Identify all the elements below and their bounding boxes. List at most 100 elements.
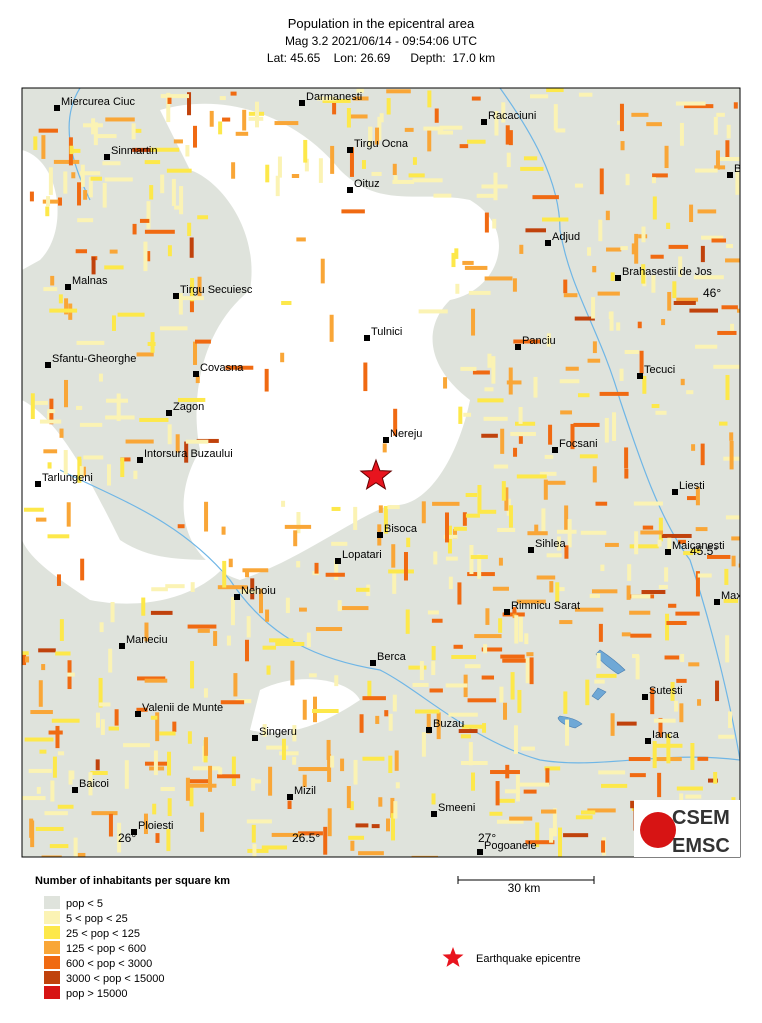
population-cell xyxy=(651,275,656,293)
population-cell xyxy=(412,682,429,687)
population-cell xyxy=(546,88,564,93)
population-cell xyxy=(386,89,411,94)
population-cell xyxy=(353,506,358,530)
population-cell xyxy=(105,415,135,420)
population-cell xyxy=(266,745,289,750)
population-cell xyxy=(587,358,601,363)
population-cell xyxy=(464,664,481,669)
population-cell xyxy=(674,700,679,712)
population-cell xyxy=(419,661,424,681)
unpopulated-area xyxy=(22,400,230,604)
population-cell xyxy=(591,297,596,319)
city-label: Ploiesti xyxy=(138,820,173,832)
population-cell xyxy=(676,678,687,683)
population-cell xyxy=(49,844,69,849)
city-marker xyxy=(528,547,534,553)
population-cell xyxy=(559,620,573,625)
population-cell xyxy=(38,648,56,653)
population-cell xyxy=(308,673,317,678)
legend-title: Number of inhabitants per square km xyxy=(35,875,230,887)
population-cell xyxy=(518,612,523,642)
legend-label: 25 < pop < 125 xyxy=(66,928,140,940)
population-cell xyxy=(506,152,511,168)
population-cell xyxy=(387,505,400,510)
population-cell xyxy=(250,578,255,600)
population-cell xyxy=(624,468,629,479)
population-cell xyxy=(451,655,476,660)
population-cell xyxy=(59,619,64,641)
population-cell xyxy=(680,378,685,386)
city-label: Bisoca xyxy=(384,523,418,535)
population-cell xyxy=(251,778,256,791)
population-cell xyxy=(104,177,133,182)
population-cell xyxy=(71,172,76,179)
population-cell xyxy=(715,150,720,170)
population-cell xyxy=(144,229,175,234)
population-cell xyxy=(287,800,292,810)
population-cell xyxy=(178,293,183,315)
legend-label: 125 < pop < 600 xyxy=(66,943,146,955)
city-marker xyxy=(54,105,60,111)
population-cell xyxy=(231,756,236,786)
city-label: Smeeni xyxy=(438,802,475,814)
population-cell xyxy=(452,529,457,539)
population-cell xyxy=(378,505,383,513)
population-cell xyxy=(277,156,282,178)
population-cell xyxy=(707,554,731,559)
population-cell xyxy=(635,655,640,680)
population-cell xyxy=(563,293,578,298)
legend-swatch xyxy=(44,896,60,909)
population-cell xyxy=(668,244,689,249)
city-label: Focsani xyxy=(559,438,598,450)
population-cell xyxy=(57,197,62,206)
population-cell xyxy=(41,664,46,671)
population-cell xyxy=(187,222,192,237)
population-cell xyxy=(331,506,341,511)
population-cell xyxy=(498,557,503,566)
population-cell xyxy=(194,339,211,344)
population-cell xyxy=(589,593,601,598)
population-cell xyxy=(667,537,672,551)
population-cell xyxy=(493,172,498,201)
longitude-label: 27° xyxy=(478,831,496,845)
population-cell xyxy=(218,121,223,135)
population-cell xyxy=(48,167,53,195)
population-cell xyxy=(525,228,547,233)
population-cell xyxy=(504,487,509,511)
population-cell xyxy=(144,622,149,642)
population-cell xyxy=(388,569,414,574)
population-cell xyxy=(38,128,58,133)
logo-text: CSEM xyxy=(672,807,730,829)
population-cell xyxy=(242,109,247,131)
population-cell xyxy=(608,311,613,319)
population-cell xyxy=(43,287,58,292)
population-cell xyxy=(275,175,280,197)
population-cell xyxy=(225,365,254,370)
population-cell xyxy=(47,410,52,420)
city-label: Singeru xyxy=(259,726,297,738)
population-cell xyxy=(41,855,62,857)
population-cell xyxy=(666,222,671,230)
population-cell xyxy=(458,729,478,734)
population-cell xyxy=(91,811,118,816)
city-marker xyxy=(137,457,143,463)
population-cell xyxy=(469,545,474,575)
population-cell xyxy=(34,400,48,405)
population-cell xyxy=(367,680,372,697)
population-cell xyxy=(371,171,382,176)
population-cell xyxy=(95,712,100,728)
city-label: Nehoiu xyxy=(241,585,276,597)
population-cell xyxy=(137,676,166,681)
population-cell xyxy=(532,195,559,200)
city-label: Miercurea Ciuc xyxy=(61,96,135,108)
legend-swatch xyxy=(44,941,60,954)
population-cell xyxy=(725,258,740,263)
population-cell xyxy=(226,635,231,646)
city-label: Tirgu Secuiesc xyxy=(180,284,253,296)
population-cell xyxy=(641,226,646,243)
population-cell xyxy=(477,484,482,514)
population-cell xyxy=(536,575,556,580)
population-cell xyxy=(465,493,478,498)
population-cell xyxy=(513,339,541,344)
